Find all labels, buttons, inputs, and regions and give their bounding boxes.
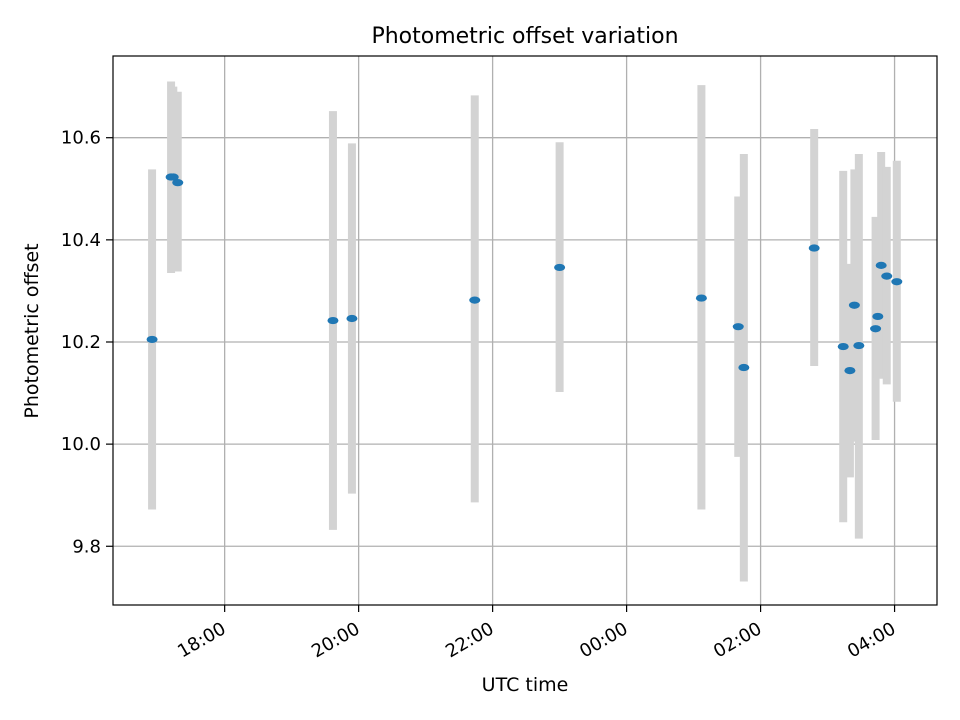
y-tick-label: 10.0 xyxy=(61,434,101,455)
y-tick-label: 9.8 xyxy=(72,536,101,557)
grid xyxy=(113,56,937,605)
data-point xyxy=(695,294,707,302)
data-point xyxy=(172,179,184,187)
data-point xyxy=(469,296,481,304)
data-point xyxy=(146,335,158,344)
plot-frame xyxy=(112,55,938,606)
data-point xyxy=(848,301,860,309)
data-point xyxy=(853,341,865,350)
data-point xyxy=(872,312,884,321)
data-point xyxy=(327,316,339,325)
data-point xyxy=(844,366,856,375)
data-point xyxy=(738,363,750,372)
data-point xyxy=(808,244,820,252)
y-tick-label: 10.4 xyxy=(61,230,101,251)
data-point xyxy=(837,342,849,351)
data-points xyxy=(146,173,903,375)
data-point xyxy=(554,263,566,272)
chart-title: Photometric offset variation xyxy=(371,24,678,49)
data-point xyxy=(346,314,358,323)
data-point xyxy=(167,173,179,181)
data-point xyxy=(875,261,887,269)
y-tick-label: 10.2 xyxy=(61,332,101,353)
y-tick-label: 10.6 xyxy=(61,128,101,149)
data-point xyxy=(732,323,744,331)
y-axis-label: Photometric offset xyxy=(21,243,43,418)
data-point xyxy=(881,272,893,280)
data-point xyxy=(870,325,882,333)
x-axis-label: UTC time xyxy=(482,674,569,696)
data-point xyxy=(891,278,903,286)
